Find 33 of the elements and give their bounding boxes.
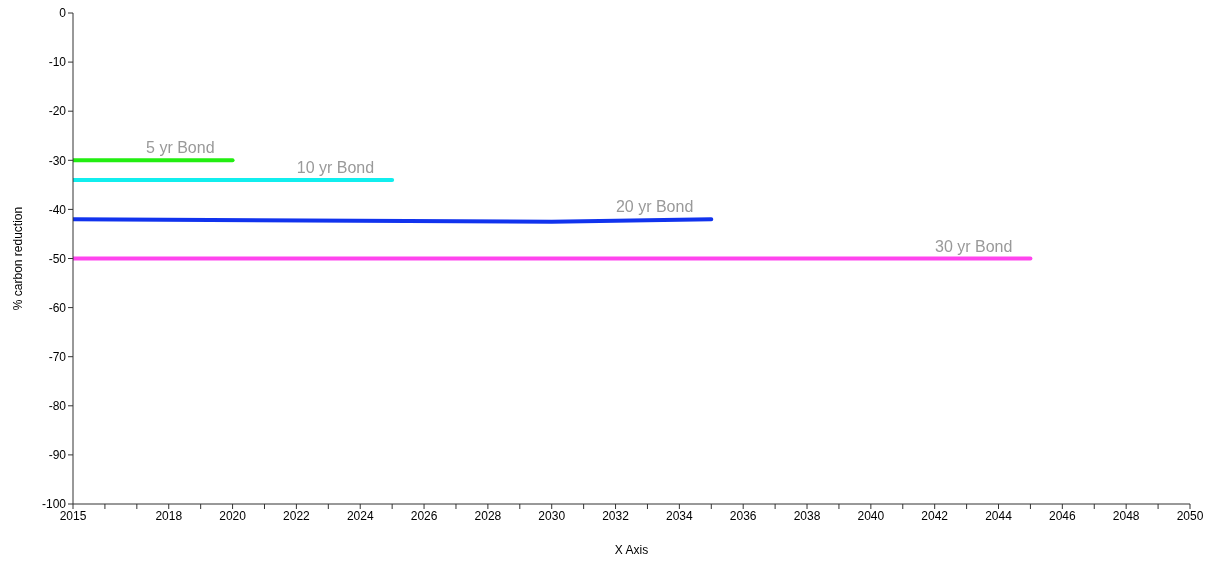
series-label: 5 yr Bond xyxy=(146,139,215,157)
series-label: 10 yr Bond xyxy=(296,158,375,176)
x-tick-label: 2018 xyxy=(155,508,183,523)
x-tick-label: 2034 xyxy=(666,508,694,523)
x-axis-title: X Axis xyxy=(614,543,649,557)
x-tick-label: 2050 xyxy=(1176,508,1204,523)
y-tick-label: -70 xyxy=(48,349,67,364)
x-tick-label: 2030 xyxy=(538,508,566,523)
y-tick-label: -30 xyxy=(48,153,67,168)
x-tick-label: 2048 xyxy=(1112,508,1140,523)
series-label: 30 yr Bond xyxy=(935,237,1013,255)
y-axis-title: % carbon reduction xyxy=(11,206,26,311)
x-tick-label: 2026 xyxy=(410,508,438,523)
x-tick-label: 2040 xyxy=(857,508,885,523)
x-tick-label: 2020 xyxy=(219,508,247,523)
x-tick-label: 2022 xyxy=(283,508,311,523)
x-tick-label: 2042 xyxy=(921,508,949,523)
y-tick-label: -60 xyxy=(48,300,67,315)
x-tick-label: 2038 xyxy=(793,508,821,523)
x-tick-label: 2046 xyxy=(1048,508,1077,523)
y-tick-label: -50 xyxy=(48,251,67,266)
y-tick-label: -40 xyxy=(48,202,67,217)
x-tick-label: 2032 xyxy=(602,508,630,523)
y-tick-label: -90 xyxy=(48,448,67,463)
y-tick-label: -10 xyxy=(48,55,67,70)
y-tick-label: 0 xyxy=(59,6,67,21)
x-tick-label: 2036 xyxy=(729,508,757,523)
x-tick-label: 2028 xyxy=(474,508,502,523)
y-tick-label: -20 xyxy=(48,104,67,119)
series-label: 20 yr Bond xyxy=(615,198,694,216)
x-tick-label: 2024 xyxy=(346,508,374,523)
x-tick-label: 2044 xyxy=(985,508,1013,523)
y-tick-label: -80 xyxy=(48,399,67,414)
